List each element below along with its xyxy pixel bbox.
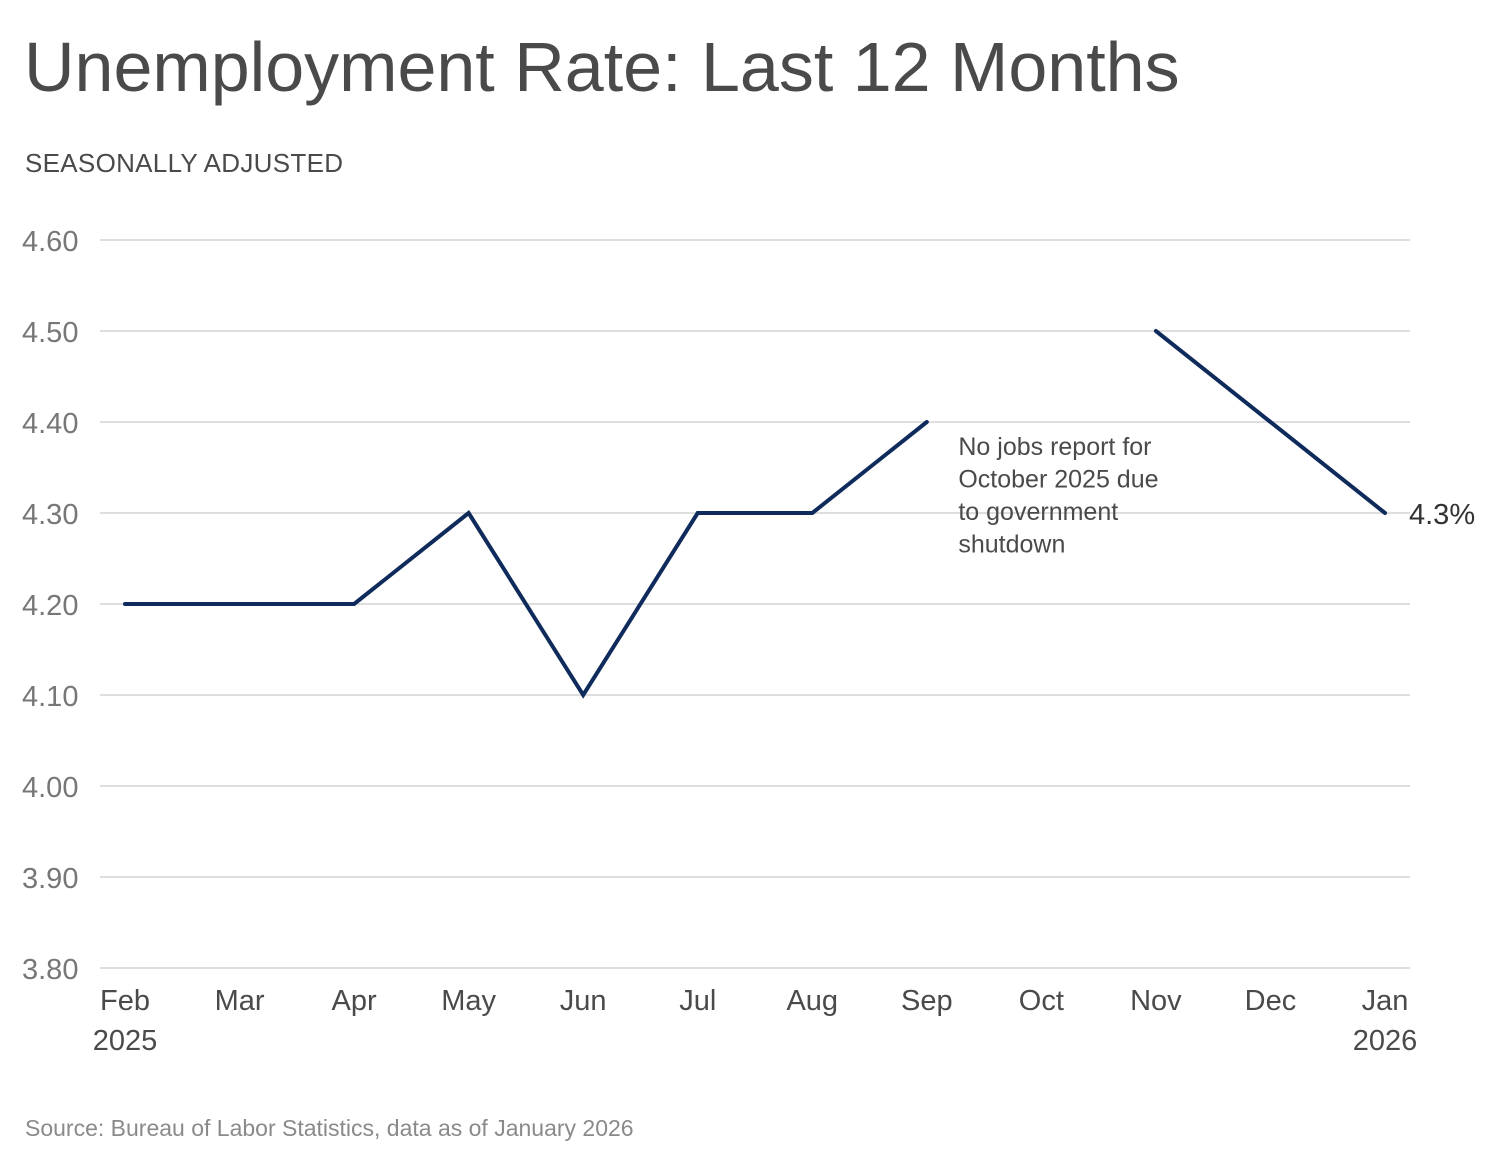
end-value-label: 4.3% [1409, 499, 1475, 531]
series-line [1153, 329, 1387, 515]
y-tick-label: 4.20 [22, 590, 78, 622]
y-tick-label: 3.80 [22, 954, 78, 986]
source-note: Source: Bureau of Labor Statistics, data… [25, 1115, 634, 1141]
chart-subtitle: SEASONALLY ADJUSTED [25, 148, 344, 178]
chart-title: Unemployment Rate: Last 12 Months [24, 28, 1180, 106]
annotation-line: October 2025 due [958, 466, 1158, 494]
x-tick-label: Aug [786, 985, 838, 1017]
x-tick-label: Jun [560, 985, 607, 1017]
x-tick-label: Apr [332, 985, 377, 1017]
x-tick-label: Oct [1019, 985, 1064, 1017]
x-tick-label: Jul [679, 985, 716, 1017]
x-tick-label: Sep [901, 985, 953, 1017]
x-tick-year-label: 2026 [1353, 1025, 1418, 1057]
y-tick-label: 4.60 [22, 226, 78, 258]
annotation-line: No jobs report for [958, 433, 1151, 461]
series-line [123, 420, 929, 699]
annotation-text: No jobs report for October 2025 due to gov… [958, 433, 1158, 559]
annotation-line: to government [958, 498, 1118, 526]
x-tick-label: Jan [1362, 985, 1409, 1017]
annotation-line: shutdown [958, 531, 1065, 559]
x-tick-label: May [441, 985, 496, 1017]
y-tick-label: 4.30 [22, 499, 78, 531]
y-tick-label: 4.00 [22, 772, 78, 804]
x-tick-year-label: 2025 [93, 1025, 158, 1057]
y-tick-label: 4.50 [22, 317, 78, 349]
y-tick-label: 4.40 [22, 408, 78, 440]
x-tick-label: Feb [100, 985, 150, 1017]
y-tick-label: 4.10 [22, 681, 78, 713]
x-tick-label: Mar [215, 985, 265, 1017]
x-tick-label: Nov [1130, 985, 1182, 1017]
x-tick-label: Dec [1245, 985, 1297, 1017]
y-tick-label: 3.90 [22, 863, 78, 895]
